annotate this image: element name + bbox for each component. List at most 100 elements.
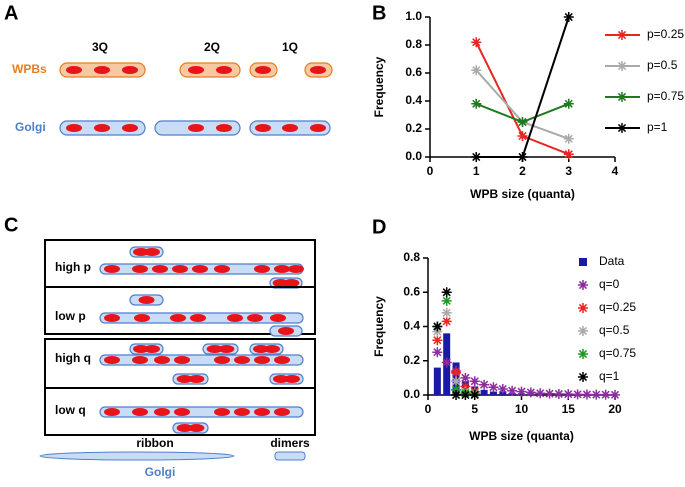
- granule: [274, 408, 290, 416]
- granule: [255, 66, 271, 74]
- star-marker: [471, 65, 482, 76]
- star-marker: [469, 376, 480, 387]
- bar: [480, 389, 488, 395]
- granule: [234, 356, 250, 364]
- star-marker: [471, 37, 482, 48]
- granule: [134, 314, 150, 322]
- star-marker: [497, 384, 508, 395]
- x-tick-label: 3: [565, 164, 572, 178]
- legend-label: q=0: [599, 277, 620, 291]
- star-marker: [563, 133, 574, 144]
- y-tick-label: 0.2: [405, 121, 422, 135]
- star-marker: [581, 389, 592, 400]
- granule: [253, 345, 269, 353]
- granule: [66, 124, 82, 132]
- panel-letter: A: [4, 2, 18, 24]
- scenario-label: high p: [55, 260, 91, 274]
- size-label: 2Q: [204, 40, 220, 54]
- y-tick-label: 0.4: [403, 319, 420, 333]
- ribbon-label: ribbon: [136, 436, 173, 450]
- legend-label: q=1: [599, 369, 620, 383]
- golgi-ribbon: [39, 451, 235, 461]
- y-tick-label: 0.4: [405, 93, 422, 107]
- x-tick-label: 15: [562, 402, 576, 416]
- x-tick-label: 0: [427, 164, 434, 178]
- granule: [234, 408, 250, 416]
- x-tick-label: 20: [608, 402, 622, 416]
- star-marker: [441, 295, 452, 306]
- legend-marker: [617, 61, 627, 71]
- scenario-label: low p: [55, 309, 86, 323]
- legend-marker: [579, 258, 587, 266]
- granule: [247, 314, 263, 322]
- granule: [122, 124, 138, 132]
- star-marker: [517, 131, 528, 141]
- scenario-label: high q: [55, 351, 91, 365]
- size-label: 1Q: [282, 40, 298, 54]
- granule: [214, 265, 230, 273]
- granule: [104, 408, 120, 416]
- granule: [270, 314, 286, 322]
- star-marker: [535, 388, 546, 399]
- star-marker: [441, 307, 452, 318]
- legend-label: p=0.5: [647, 58, 678, 72]
- legend-marker: [617, 30, 627, 40]
- star-marker: [441, 357, 452, 368]
- star-marker: [572, 389, 583, 400]
- y-tick-label: 0.2: [403, 353, 420, 367]
- star-marker: [563, 389, 574, 400]
- granule: [144, 248, 160, 256]
- granule: [188, 424, 205, 432]
- y-axis-label: Frequency: [372, 56, 386, 117]
- granule: [104, 356, 120, 364]
- granule: [132, 265, 148, 273]
- granule: [176, 424, 193, 432]
- granule: [188, 375, 205, 383]
- granule: [284, 375, 300, 383]
- granule: [154, 408, 170, 416]
- granule: [94, 66, 110, 74]
- star-marker: [517, 117, 528, 127]
- granule: [152, 265, 168, 273]
- x-tick-label: 2: [519, 164, 526, 178]
- star-marker: [460, 381, 471, 392]
- y-tick-label: 0.0: [403, 387, 420, 401]
- star-marker: [471, 98, 482, 109]
- panel-letter: C: [4, 214, 18, 236]
- x-tick-label: 10: [515, 402, 529, 416]
- row-label: WPBs: [12, 62, 47, 76]
- granule: [192, 265, 208, 273]
- legend-marker: [578, 280, 588, 290]
- granule: [174, 356, 190, 364]
- granule: [172, 265, 188, 273]
- star-marker: [563, 149, 574, 160]
- y-tick-label: 1.0: [405, 9, 422, 23]
- star-marker: [451, 376, 462, 387]
- granule: [310, 124, 326, 132]
- granule: [154, 356, 170, 364]
- legend-marker: [578, 349, 588, 359]
- legend-marker: [578, 303, 588, 313]
- star-marker: [517, 152, 528, 162]
- granule: [282, 124, 298, 132]
- granule: [176, 375, 193, 383]
- granule: [188, 124, 204, 132]
- scenario-box: [44, 286, 316, 335]
- star-marker: [600, 389, 611, 400]
- row-label: Golgi: [15, 120, 46, 134]
- legend-label: p=1: [647, 120, 668, 134]
- star-marker: [460, 390, 471, 400]
- granule: [216, 124, 232, 132]
- star-marker: [432, 321, 443, 332]
- granule: [104, 314, 120, 322]
- granule: [188, 66, 204, 74]
- star-marker: [553, 388, 564, 399]
- compartment: [99, 406, 304, 418]
- granule: [274, 356, 290, 364]
- granule: [132, 356, 148, 364]
- legend-marker: [617, 123, 627, 133]
- granule: [214, 408, 230, 416]
- x-tick-label: 1: [473, 164, 480, 178]
- legend-label: q=0.25: [599, 300, 636, 314]
- star-marker: [432, 335, 443, 346]
